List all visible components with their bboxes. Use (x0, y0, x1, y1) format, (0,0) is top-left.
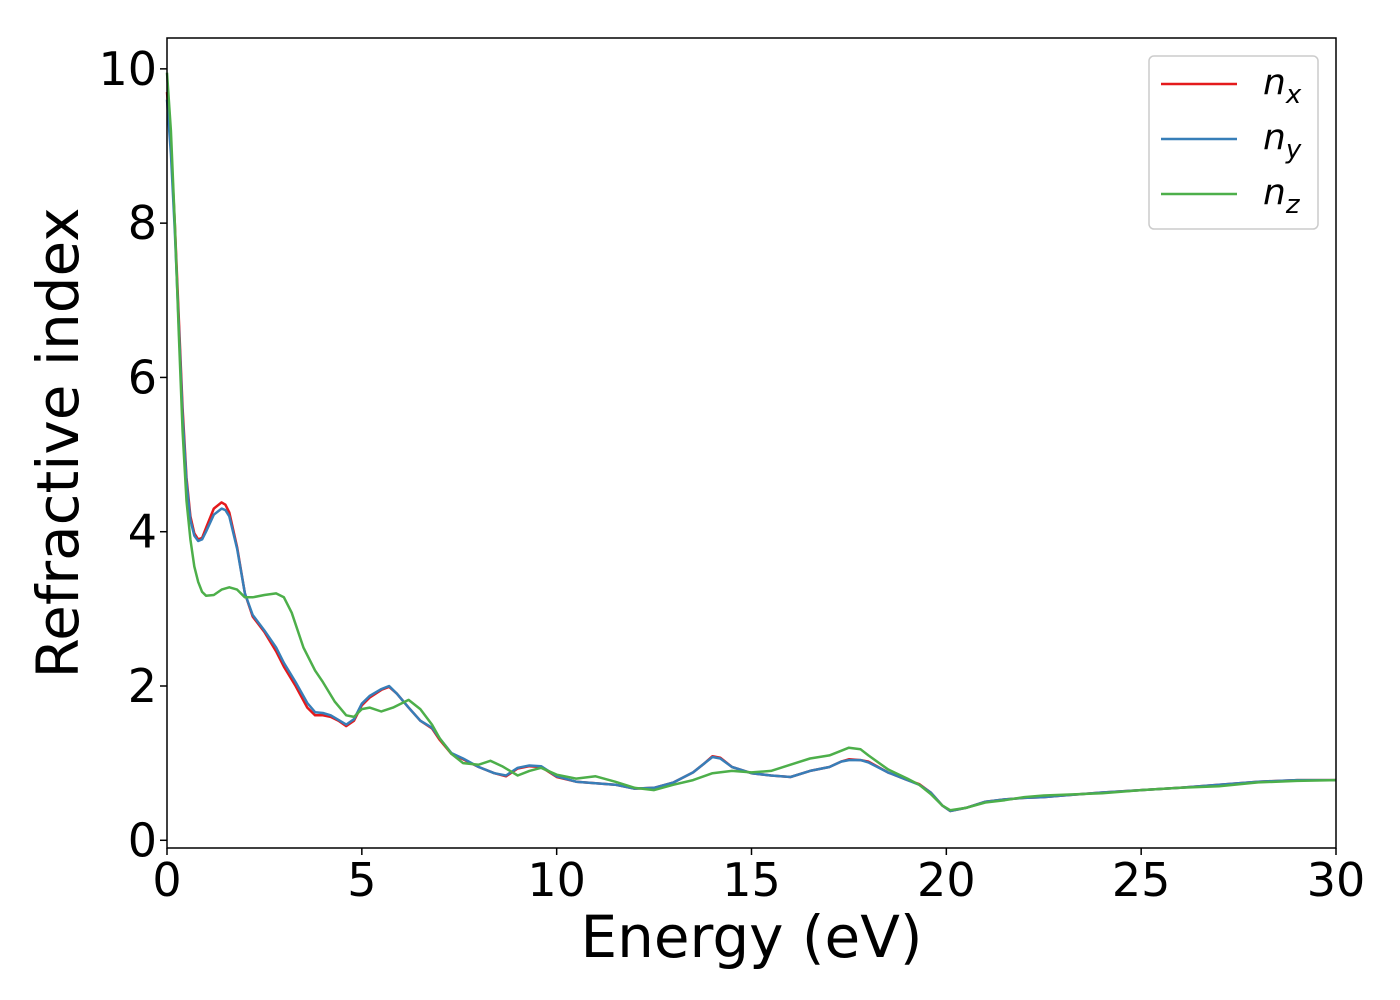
legend-box (1148, 55, 1319, 230)
axis-ticks: 0 5 10 15 20 25 30 0 2 4 6 8 10 (98, 42, 1365, 907)
x-axis-label: Energy (eV) (580, 903, 922, 971)
y-tick-label: 0 (128, 813, 157, 867)
x-tick-label: 20 (917, 853, 976, 907)
legend-label-ny: ny (1263, 117, 1302, 165)
y-tick-label: 6 (128, 350, 157, 404)
legend: nx ny nz (1148, 55, 1319, 230)
y-tick-label: 4 (128, 505, 157, 559)
series-lines (165, 72, 1337, 813)
legend-label-nx: nx (1263, 62, 1302, 110)
x-tick-label: 30 (1307, 853, 1366, 907)
x-tick-label: 0 (152, 853, 181, 907)
y-tick-label: 8 (128, 196, 157, 250)
y-axis-label: Refractive index (24, 207, 92, 678)
legend-label-nz: nz (1263, 172, 1301, 220)
x-tick-label: 15 (722, 853, 781, 907)
series-line-nz (165, 72, 1337, 812)
x-tick-label: 10 (527, 853, 586, 907)
x-tick-label: 25 (1112, 853, 1171, 907)
x-tick-label: 5 (347, 853, 376, 907)
y-tick-label: 2 (128, 659, 157, 713)
y-tick-label: 10 (98, 42, 157, 96)
